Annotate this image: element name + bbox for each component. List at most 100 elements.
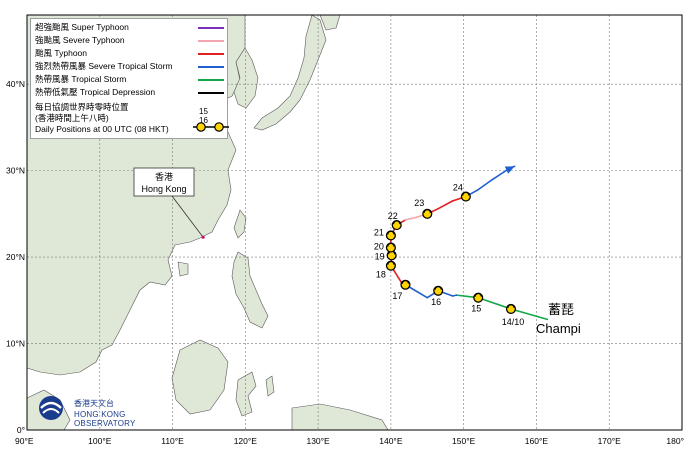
daily-position-marker-arc (401, 280, 409, 284)
legend-box: 超強颱風 Super Typhoon 強颱風 Severe Typhoon 颱風… (30, 18, 229, 139)
legend-label: Severe Tropical Storm (88, 61, 173, 71)
legend-swatch (198, 27, 224, 29)
legend-label: 強烈熱帶風暴 (35, 61, 87, 71)
hong-kong-label-box (133, 167, 195, 197)
longitude-tick-label: 140°E (379, 436, 403, 446)
latitude-tick-label: 0° (17, 425, 25, 435)
legend-daily-sample-2: 16 (199, 116, 208, 125)
daily-position-label: 22 (388, 211, 398, 221)
longitude-tick-label: 150°E (452, 436, 476, 446)
korea-peninsula (233, 47, 259, 109)
hong-kong-marker: 香港 Hong Kong (133, 167, 205, 239)
daily-position-label: 15 (471, 304, 481, 314)
daily-position-marker-arc (387, 231, 395, 235)
observatory-name-en: HONG KONG OBSERVATORY (74, 410, 136, 428)
daily-position-marker (460, 191, 471, 202)
halmahera (265, 375, 275, 397)
legend-label: Typhoon (54, 48, 88, 58)
hong-kong-label-en: Hong Kong (141, 184, 186, 194)
legend-daily-positions: 每日協調世界時零時位置 (香港時間上午八時) Daily Positions a… (35, 102, 225, 135)
daily-position-label: 17 (392, 291, 402, 301)
legend-item-typhoon: 颱風 Typhoon (35, 47, 225, 59)
daily-position-marker (400, 279, 411, 290)
daily-position-marker (385, 230, 396, 241)
taiwan (233, 209, 247, 239)
daily-position-marker-arc (434, 286, 442, 290)
legend-daily-cn-2: (香港時間上午八時) (35, 113, 109, 123)
legend-label: Severe Typhoon (62, 35, 125, 45)
legend-item-tropical-storm: 熱帶風暴 Tropical Storm (35, 73, 225, 85)
longitude-tick-label: 180° (666, 436, 684, 446)
legend-label: 熱帶風暴 (35, 74, 70, 84)
longitude-tick-label: 160°E (525, 436, 549, 446)
daily-position-marker-arc (462, 192, 470, 196)
daily-position-marker (505, 303, 517, 315)
track-segment (491, 168, 509, 181)
daily-position-label: 23 (414, 198, 424, 208)
legend-swatch (198, 40, 224, 42)
legend-label: 颱風 (35, 48, 53, 58)
latitude-tick-label: 30°N (6, 166, 25, 176)
daily-position-marker-arc (387, 243, 395, 247)
daily-position-marker (422, 208, 433, 219)
latitude-labels: 0° 10°N 20°N 30°N 40°N (6, 79, 25, 435)
daily-position-label: 14/10 (502, 317, 525, 327)
daily-position-marker (473, 292, 484, 303)
storm-track (390, 165, 549, 321)
legend-swatch (198, 92, 224, 94)
legend-daily-sample-1: 15 (199, 107, 208, 116)
legend-swatch (198, 79, 224, 81)
track-arrow-icon (504, 166, 515, 174)
daily-position-label: 20 (374, 242, 384, 252)
daily-position-marker-arc (474, 293, 482, 297)
legend-daily-sample-numbers: 15 16 (199, 107, 227, 125)
observatory-logo: 香港天文台 HONG KONG OBSERVATORY (36, 394, 186, 428)
longitude-labels: 90°E 100°E 110°E 120°E 130°E 140°E 150°E 160°E 1… (15, 436, 684, 446)
legend-swatch (198, 53, 224, 55)
daily-position-marker-arc (507, 304, 515, 309)
hainan (177, 261, 189, 277)
legend-label: 熱帶低氣壓 (35, 87, 78, 97)
new-guinea (291, 403, 389, 431)
track-segment (477, 296, 512, 310)
daily-marker-icon (196, 122, 206, 132)
longitude-tick-label: 90°E (15, 436, 34, 446)
track-segment (477, 178, 494, 191)
latitude-tick-label: 40°N (6, 79, 25, 89)
daily-position-label: 19 (375, 251, 385, 261)
legend-label: 超強颱風 (35, 22, 70, 32)
latitude-tick-label: 10°N (6, 339, 25, 349)
daily-position-label: 21 (374, 227, 384, 237)
daily-position-marker (433, 285, 444, 296)
latitude-tick-label: 20°N (6, 252, 25, 262)
daily-position-marker (385, 260, 396, 271)
legend-label: Super Typhoon (71, 22, 129, 32)
longitude-tick-label: 100°E (88, 436, 112, 446)
legend-item-severe-tropical-storm: 強烈熱帶風暴 Severe Tropical Storm (35, 60, 225, 72)
daily-position-label: 18 (376, 270, 386, 280)
daily-position-marker-arc (423, 209, 431, 213)
hong-kong-leader-line (171, 195, 204, 238)
track-segment (510, 308, 549, 321)
daily-position-marker (385, 242, 396, 253)
daily-position-marker (391, 220, 402, 231)
legend-item-super-typhoon: 超強颱風 Super Typhoon (35, 21, 225, 33)
hong-kong-dot (201, 235, 205, 239)
legend-daily-cn-1: 每日協調世界時零時位置 (35, 102, 129, 112)
legend-item-tropical-depression: 熱帶低氣壓 Tropical Depression (35, 86, 225, 98)
longitude-tick-label: 110°E (161, 436, 184, 446)
daily-position-marker-arc (387, 261, 395, 265)
legend-item-severe-typhoon: 強颱風 Severe Typhoon (35, 34, 225, 46)
daily-position-label: 24 (453, 183, 463, 193)
borneo (171, 339, 229, 415)
legend-label: 強颱風 (35, 35, 61, 45)
japan (253, 14, 327, 131)
hong-kong-label-cn: 香港 (155, 171, 173, 183)
philippines (231, 251, 269, 329)
track-segment (404, 216, 418, 221)
hokkaido (319, 14, 341, 31)
legend-label: Tropical Depression (79, 87, 156, 97)
observatory-emblem-icon (39, 396, 63, 420)
